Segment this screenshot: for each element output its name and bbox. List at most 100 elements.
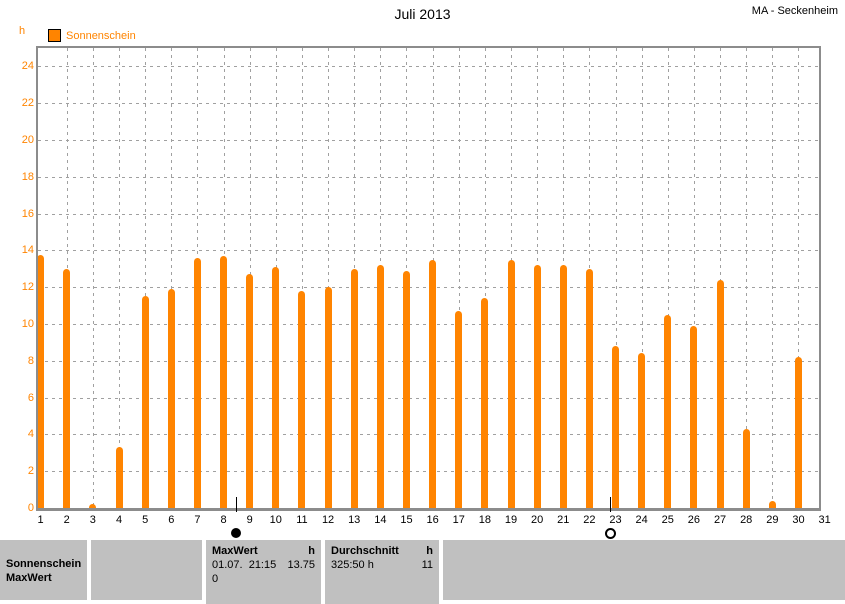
- durchschnitt-header-row: Durchschnitt h: [325, 544, 439, 558]
- h-gridline: [38, 471, 819, 473]
- durchschnitt-unit-header: h: [426, 545, 433, 557]
- x-tick-label: 13: [348, 514, 361, 526]
- maxwert-unit-header: h: [308, 545, 315, 557]
- sunshine-bar: [612, 346, 620, 508]
- v-gridline: [119, 48, 120, 508]
- h-gridline: [38, 66, 819, 68]
- sunshine-bar: [690, 325, 698, 508]
- x-tick-label: 24: [635, 514, 648, 526]
- maxwert-header-row: MaxWert h: [206, 544, 321, 558]
- durchschnitt-header: Durchschnitt: [331, 545, 399, 557]
- plot-area: [38, 48, 819, 508]
- footer-sensor-label: Sonnenschein: [6, 558, 82, 570]
- h-gridline: [38, 287, 819, 289]
- x-tick-label: 11: [296, 514, 308, 526]
- h-gridline: [38, 397, 819, 399]
- x-tick-label: 9: [246, 514, 253, 526]
- x-tick-label: 27: [713, 514, 727, 526]
- x-tick-label: 14: [374, 514, 387, 526]
- sunshine-bar: [167, 289, 175, 508]
- y-axis-unit-label: h: [19, 25, 26, 37]
- sunshine-bar: [507, 259, 515, 508]
- y-tick-label: 10: [21, 318, 34, 330]
- legend-swatch-icon: [48, 29, 61, 42]
- v-gridline: [484, 48, 486, 508]
- x-tick-label: 2: [63, 514, 70, 526]
- v-gridline: [720, 48, 722, 508]
- x-tick-label: 23: [609, 514, 622, 526]
- v-gridline: [328, 48, 330, 508]
- x-tick-label: 18: [478, 514, 491, 526]
- h-gridline: [38, 360, 819, 362]
- sunshine-bar: [664, 314, 672, 508]
- v-gridline: [746, 48, 748, 508]
- new-moon-icon: [231, 528, 242, 538]
- h-gridline: [38, 103, 819, 105]
- sunshine-bar: [402, 270, 410, 508]
- maxwert-datetime: 01.07. 21:15: [212, 559, 277, 571]
- sunshine-bar: [533, 265, 541, 508]
- sunshine-bar: [89, 504, 97, 508]
- y-tick-label: 12: [21, 281, 34, 294]
- footer-sensor-sublabel: MaxWert: [6, 572, 52, 584]
- h-gridline: [38, 213, 819, 215]
- x-tick-label: 1: [37, 514, 44, 526]
- sunshine-bar: [559, 265, 567, 508]
- plot-frame: [36, 46, 821, 511]
- x-tick-label: 16: [426, 514, 439, 526]
- y-tick-label: 24: [21, 60, 34, 73]
- sunshine-bar: [585, 268, 593, 508]
- x-tick-label: 19: [504, 514, 518, 526]
- x-tick-label: 10: [269, 514, 282, 526]
- h-gridline: [38, 140, 819, 141]
- sunshine-bar: [298, 290, 306, 508]
- footer-empty-row: [0, 540, 87, 557]
- maxwert-value: 13.75: [287, 559, 315, 571]
- x-tick-label: 28: [740, 514, 753, 526]
- x-tick-label: 31: [818, 514, 831, 526]
- v-gridline: [693, 48, 695, 508]
- maxwert-header: MaxWert: [212, 545, 258, 557]
- durchschnitt-value-row: 325:50 h 11: [325, 558, 439, 572]
- sunshine-bar: [246, 274, 254, 508]
- sunshine-bar: [429, 259, 437, 508]
- footer-empty-panel: [91, 540, 202, 600]
- x-tick-label: 26: [687, 514, 701, 526]
- x-tick-label: 5: [142, 514, 149, 526]
- v-gridline: [171, 48, 173, 508]
- x-tick-label: 15: [400, 514, 413, 526]
- y-tick-label: 2: [27, 465, 34, 478]
- x-tick-label: 6: [168, 514, 175, 526]
- y-tick-label: 18: [21, 170, 34, 183]
- y-tick-label: 0: [27, 502, 34, 514]
- page-title: Juli 2013: [394, 6, 451, 22]
- x-tick-label: 17: [452, 514, 465, 526]
- sunshine-bar: [768, 500, 776, 508]
- sunshine-bar: [638, 353, 646, 508]
- chart-page: Juli 2013 MA - Seckenheim h Sonnenschein…: [0, 5, 845, 604]
- y-tick-label: 22: [21, 97, 34, 110]
- new-moon-tick: [236, 497, 238, 512]
- sunshine-bar: [455, 311, 463, 508]
- y-tick-label: 16: [21, 207, 34, 220]
- x-tick-label: 21: [557, 514, 570, 526]
- durchschnitt-average: 11: [421, 559, 433, 571]
- v-gridline: [458, 48, 460, 508]
- sunshine-bar: [63, 268, 71, 508]
- maxwert-value-row: 01.07. 21:15 13.75: [206, 558, 321, 572]
- v-gridline: [641, 48, 643, 508]
- v-gridline: [92, 48, 94, 508]
- x-tick-label: 20: [531, 514, 544, 526]
- sunshine-bar: [272, 266, 280, 508]
- sunshine-bar: [350, 268, 358, 508]
- full-moon-icon: [604, 528, 616, 539]
- legend: Sonnenschein: [48, 29, 136, 42]
- v-gridline: [615, 48, 617, 508]
- y-tick-label: 4: [27, 428, 34, 441]
- v-gridline: [798, 48, 800, 508]
- full-moon-tick: [609, 497, 611, 512]
- sunshine-bar: [376, 265, 384, 508]
- x-tick-label: 25: [661, 514, 674, 526]
- sunshine-bar: [716, 279, 724, 508]
- sunshine-bar: [193, 257, 201, 508]
